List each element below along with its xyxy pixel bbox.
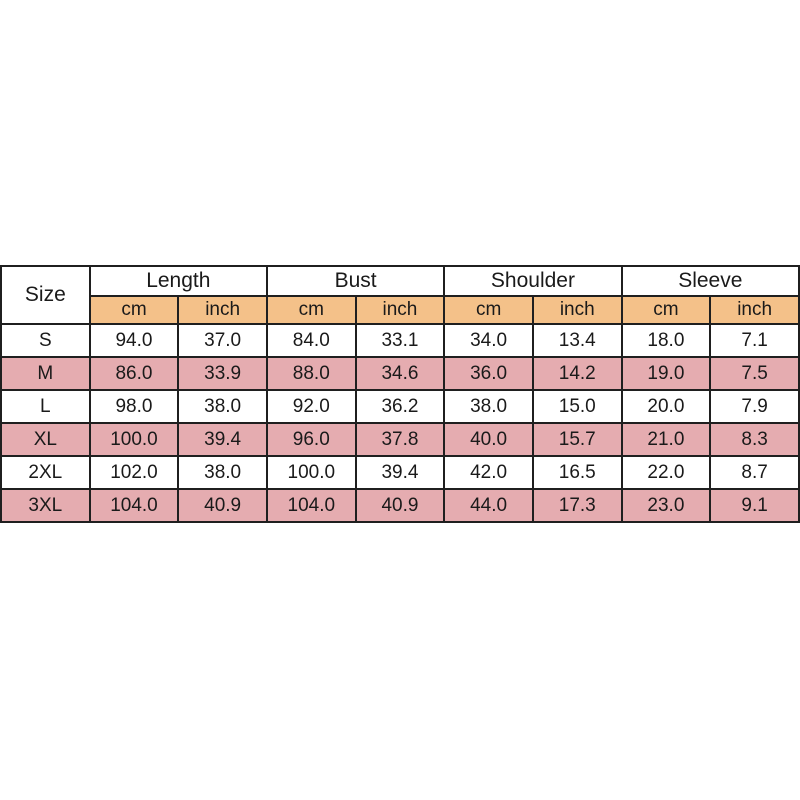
cell-value: 20.0 <box>620 389 712 424</box>
size-label: M <box>0 356 91 391</box>
cell-value: 100.0 <box>88 422 180 457</box>
unit-header-row: cm inch cm inch cm inch cm inch <box>1 295 800 325</box>
bust-group-header: Bust <box>265 265 446 297</box>
cell-value: 96.0 <box>265 422 357 457</box>
cell-value: 88.0 <box>265 356 357 391</box>
cell-value: 40.0 <box>443 422 534 457</box>
unit-header-bust-cm: cm <box>265 295 357 325</box>
unit-header-sleeve-inch: inch <box>709 295 800 325</box>
table-row-xl: XL 100.0 39.4 96.0 37.8 40.0 15.7 21.0 8… <box>0 422 800 457</box>
table-row-2xl: 2XL 102.0 38.0 100.0 39.4 42.0 16.5 22.0… <box>0 455 800 490</box>
cell-value: 39.4 <box>177 422 268 457</box>
size-label: 2XL <box>0 455 91 490</box>
cell-value: 14.2 <box>531 356 623 391</box>
cell-value: 104.0 <box>265 488 357 523</box>
cell-value: 15.7 <box>531 422 623 457</box>
group-header-row: Size Length Bust Shoulder Sleeve <box>0 265 800 325</box>
cell-value: 34.6 <box>354 356 446 391</box>
cell-value: 21.0 <box>620 422 712 457</box>
size-label: L <box>0 389 91 424</box>
cell-value: 38.0 <box>177 389 268 424</box>
cell-value: 84.0 <box>265 323 357 358</box>
unit-header-shoulder-cm: cm <box>443 295 534 325</box>
cell-value: 100.0 <box>265 455 357 490</box>
cell-value: 37.0 <box>177 323 268 358</box>
cell-value: 37.8 <box>354 422 446 457</box>
cell-value: 104.0 <box>88 488 180 523</box>
cell-value: 36.0 <box>443 356 534 391</box>
cell-value: 16.5 <box>531 455 623 490</box>
unit-header-length-inch: inch <box>177 295 268 325</box>
cell-value: 7.9 <box>709 389 800 424</box>
cell-value: 38.0 <box>443 389 534 424</box>
cell-value: 33.9 <box>177 356 268 391</box>
table-row-3xl: 3XL 104.0 40.9 104.0 40.9 44.0 17.3 23.0… <box>0 488 800 523</box>
cell-value: 38.0 <box>177 455 268 490</box>
cell-value: 34.0 <box>443 323 534 358</box>
cell-value: 86.0 <box>88 356 180 391</box>
cell-value: 8.7 <box>709 455 800 490</box>
cell-value: 33.1 <box>354 323 446 358</box>
shoulder-group-header: Shoulder <box>443 265 623 297</box>
cell-value: 19.0 <box>620 356 712 391</box>
size-label: 3XL <box>0 488 91 523</box>
cell-value: 8.3 <box>709 422 800 457</box>
cell-value: 44.0 <box>443 488 534 523</box>
cell-value: 23.0 <box>620 488 712 523</box>
cell-value: 22.0 <box>620 455 712 490</box>
size-chart-table: Size Length Bust Shoulder Sleeve cm inch… <box>0 265 800 523</box>
cell-value: 7.5 <box>709 356 800 391</box>
cell-value: 13.4 <box>531 323 623 358</box>
cell-value: 40.9 <box>177 488 268 523</box>
unit-header-length-cm: cm <box>88 295 180 325</box>
table-row-l: L 98.0 38.0 92.0 36.2 38.0 15.0 20.0 7.9 <box>0 389 800 424</box>
unit-header-bust-inch: inch <box>354 295 446 325</box>
unit-header-sleeve-cm: cm <box>620 295 712 325</box>
sleeve-group-header: Sleeve <box>620 265 800 297</box>
cell-value: 40.9 <box>354 488 446 523</box>
size-label: S <box>0 323 91 358</box>
table-row-m: M 86.0 33.9 88.0 34.6 36.0 14.2 19.0 7.5 <box>0 356 800 391</box>
size-column-header: Size <box>0 265 91 325</box>
cell-value: 39.4 <box>354 455 446 490</box>
size-label: XL <box>0 422 91 457</box>
unit-header-shoulder-inch: inch <box>531 295 623 325</box>
cell-value: 42.0 <box>443 455 534 490</box>
cell-value: 98.0 <box>88 389 180 424</box>
cell-value: 17.3 <box>531 488 623 523</box>
cell-value: 36.2 <box>354 389 446 424</box>
cell-value: 94.0 <box>88 323 180 358</box>
cell-value: 15.0 <box>531 389 623 424</box>
cell-value: 9.1 <box>709 488 800 523</box>
cell-value: 92.0 <box>265 389 357 424</box>
cell-value: 102.0 <box>88 455 180 490</box>
cell-value: 7.1 <box>709 323 800 358</box>
cell-value: 18.0 <box>620 323 712 358</box>
table-row-s: S 94.0 37.0 84.0 33.1 34.0 13.4 18.0 7.1 <box>0 323 800 358</box>
length-group-header: Length <box>88 265 268 297</box>
